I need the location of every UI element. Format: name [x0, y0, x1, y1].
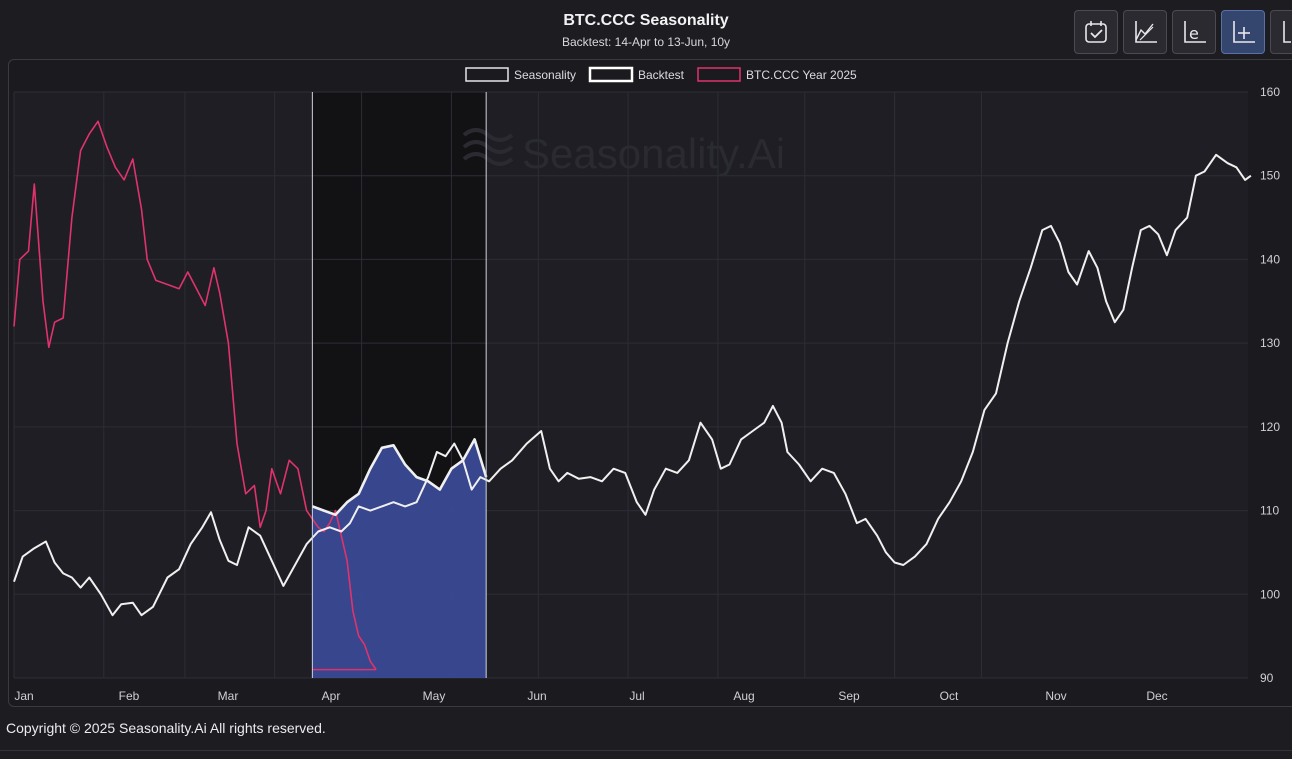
crosshair-plus-icon: [1233, 21, 1255, 43]
chart-area-button[interactable]: [1123, 10, 1167, 54]
x-tick-label: Nov: [1045, 689, 1066, 703]
calendar-check-icon: [1085, 21, 1107, 43]
watermark-wave: [462, 128, 514, 142]
svg-text:e: e: [1189, 24, 1199, 43]
y-tick-label: 130: [1260, 336, 1280, 350]
watermark: Seasonality.Ai: [522, 130, 785, 177]
backtest-window-bounds: [311, 92, 487, 678]
watermark-wave: [462, 140, 514, 154]
log-scale-button[interactable]: e: [1172, 10, 1216, 54]
legend-label: BTC.CCC Year 2025: [746, 68, 857, 82]
axes-layer: 90 100 110 120 130 140 150 160 Jan Feb Mar Apr May Ju…: [14, 85, 1280, 703]
calendar-check-button[interactable]: [1074, 10, 1118, 54]
y-tick-label: 160: [1260, 85, 1280, 99]
chart-header: BTC.CCC Seasonality Backtest: 14-Apr to …: [0, 0, 1292, 58]
y-tick-label: 90: [1260, 671, 1274, 685]
log-scale-icon: e: [1184, 21, 1206, 43]
backtest-area-fill: [312, 439, 487, 678]
x-tick-label: Jun: [527, 689, 546, 703]
chart-area-icon: [1135, 21, 1157, 43]
x-tick-label: Oct: [940, 689, 959, 703]
y-tick-label: 120: [1260, 420, 1280, 434]
copyright-text: Copyright © 2025 Seasonality.Ai All righ…: [6, 720, 326, 736]
chart-legend[interactable]: Seasonality Backtest BTC.CCC Year 2025: [465, 66, 857, 83]
x-tick-label: Feb: [119, 689, 140, 703]
x-tick-label: Aug: [733, 689, 754, 703]
series-line-backtest: [311, 438, 488, 517]
crosshair-plus-button[interactable]: [1221, 10, 1265, 54]
legend-swatch: [697, 67, 741, 82]
axis-icon: [1282, 21, 1291, 43]
legend-label: Seasonality: [514, 68, 576, 82]
x-tick-label: Dec: [1146, 689, 1167, 703]
y-tick-label: 110: [1260, 504, 1279, 518]
legend-swatch: [465, 67, 509, 82]
series-line-seasonality: [13, 153, 1252, 617]
seasonality-chart[interactable]: Seasonality.Ai 90 100 110 120 130 140 150 160 Ja…: [0, 0, 1292, 712]
x-tick-label: Apr: [322, 689, 341, 703]
x-tick-label: Jan: [14, 689, 33, 703]
series-layer: [13, 120, 1252, 671]
footer-divider: [0, 750, 1292, 751]
chart-subtitle: Backtest: 14-Apr to 13-Jun, 10y: [561, 35, 731, 49]
grid-lines: [13, 91, 1248, 679]
legend-swatch: [588, 66, 634, 83]
axis-button[interactable]: [1270, 10, 1292, 54]
x-tick-label: Mar: [218, 689, 239, 703]
plot-area: [14, 92, 1248, 678]
y-tick-label: 100: [1260, 587, 1280, 601]
y-tick-label: 150: [1260, 169, 1280, 183]
series-line-btc-ccc-year-2025: [13, 120, 377, 671]
legend-label: Backtest: [638, 68, 685, 82]
watermark-wave: [462, 152, 514, 166]
x-tick-label: Sep: [838, 689, 860, 703]
x-tick-label: Jul: [629, 689, 644, 703]
chart-title: BTC.CCC Seasonality: [563, 12, 729, 29]
y-tick-label: 140: [1260, 252, 1280, 266]
chart-toolbar: e: [1074, 10, 1292, 56]
watermark-logo-icon: [462, 128, 514, 166]
x-tick-label: May: [423, 689, 446, 703]
